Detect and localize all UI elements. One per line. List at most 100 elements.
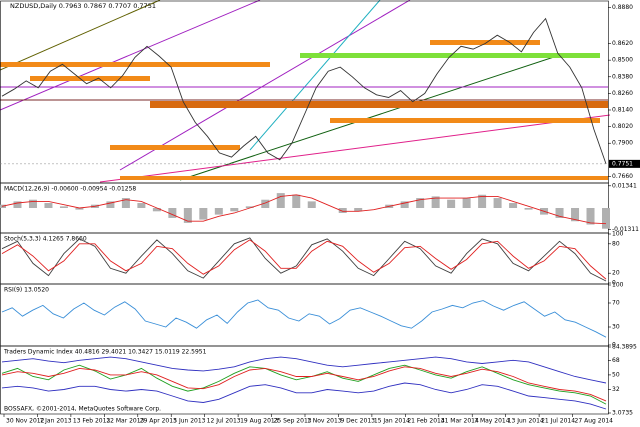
x-tick-label: 9 Dec 2013 [340, 418, 375, 425]
histogram-bar [261, 199, 270, 208]
histogram-bar [431, 196, 440, 208]
series-line [1, 194, 607, 225]
histogram-bar [447, 199, 456, 208]
x-tick-label: 15 Jan 2014 [374, 418, 410, 425]
y-tick-label: 0.8140 [612, 107, 633, 114]
histogram-bar [13, 201, 22, 208]
y-tick-label: 0.7660 [612, 173, 633, 180]
series-line [1, 239, 607, 280]
zone [150, 101, 608, 108]
x-tick-label: 5 Jun 2013 [173, 418, 205, 425]
histogram-bar [478, 194, 487, 208]
series-line [1, 364, 607, 405]
trend-line [179, 54, 561, 181]
y-tick-label: 0.7900 [612, 140, 633, 147]
x-tick-label: 1 Nov 2013 [307, 418, 342, 425]
histogram-bar [106, 201, 115, 208]
panel-title: MACD(12,26,9) -0.00600 -0.00954 -0.01258 [4, 186, 136, 193]
series-line [1, 237, 607, 282]
x-tick-label: 30 Nov 2012 [6, 418, 45, 425]
y-tick-label: 30 [612, 324, 620, 331]
y-tick-label: -0.01311 [612, 226, 639, 233]
x-tick-label: 29 Apr 2013 [140, 418, 177, 425]
y-tick-label: 0 [612, 280, 616, 287]
trend-line [0, 0, 161, 71]
histogram-bar [199, 208, 208, 220]
y-tick-label: 0.01341 [612, 182, 637, 189]
panel-title: Stoch(5,3,3) 4.1265 7.8660 [4, 236, 87, 243]
series-line [1, 299, 607, 338]
x-tick-label: 25 Sep 2013 [274, 418, 312, 425]
histogram-bar [168, 208, 177, 218]
zone [30, 76, 150, 81]
zone [120, 176, 608, 180]
series-line [1, 366, 607, 402]
y-tick-label: 0.8260 [612, 90, 633, 97]
histogram-bar [602, 208, 610, 229]
x-tick-label: 19 Aug 2013 [240, 418, 279, 425]
y-tick-label: 0 [612, 342, 616, 349]
histogram-bar [586, 208, 595, 225]
y-tick-label: 0.8620 [612, 40, 633, 47]
annotations [0, 0, 611, 183]
y-tick-label: 50 [612, 371, 620, 378]
last-price-box [609, 159, 640, 168]
zone [430, 40, 540, 45]
histogram-bar [245, 206, 254, 208]
y-tick-label: 70 [612, 300, 620, 307]
histogram-bar [416, 198, 425, 208]
histogram-bar [338, 208, 347, 213]
histogram-bar [152, 208, 161, 212]
trend-line [0, 0, 261, 111]
x-tick-label: 22 Mar 2013 [106, 418, 144, 425]
footer: BOSSAFX, ©2001-2014, MetaQuotes Software… [4, 406, 161, 413]
y-tick-label: 68 [612, 357, 620, 364]
zone [300, 53, 600, 58]
histogram-bar [400, 201, 409, 208]
histogram-bar [276, 193, 285, 208]
histogram-bar [292, 194, 301, 208]
chart-header: NZDUSD,Daily 0.7963 0.7867 0.7707 0.7751 [10, 2, 156, 10]
x-tick-label: 21 Feb 2014 [407, 418, 445, 425]
histogram-bar [354, 208, 363, 212]
y-tick-label: 3.0735 [612, 410, 633, 417]
y-tick-label: 0.8500 [612, 57, 633, 64]
zones [0, 40, 608, 180]
y-tick-label: 32 [612, 386, 620, 393]
x-tick-label: 31 Mar 2014 [441, 418, 479, 425]
panel-frame [0, 345, 609, 415]
x-tick-label: 21 Jul 2014 [541, 418, 575, 425]
y-tick-label: 0.8380 [612, 73, 633, 80]
histogram-bar [121, 198, 130, 208]
y-tick-label: 80 [612, 240, 620, 247]
y-tick-label: 20 [612, 270, 620, 277]
x-tick-label: 27 Aug 2014 [575, 418, 614, 425]
series-line [1, 17, 607, 165]
histogram-bar [75, 208, 84, 210]
panel-title: RSI(9) 13.0520 [4, 287, 49, 294]
trend-line [249, 0, 381, 151]
histogram-bar [307, 201, 316, 208]
x-tick-label: 7 May 2014 [474, 418, 509, 425]
x-tick-label: 13 Feb 2013 [73, 418, 111, 425]
histogram-bar [44, 203, 53, 208]
zone [330, 118, 600, 123]
histogram-bar [59, 206, 68, 208]
y-tick-label: 100 [612, 282, 624, 289]
x-tick-label: 12 Jul 2013 [207, 418, 241, 425]
histogram-bar [462, 198, 471, 208]
trend-line [99, 114, 611, 183]
histogram-bar [230, 208, 239, 212]
histogram-bar [509, 203, 518, 208]
trend-line [119, 0, 411, 171]
histogram-bar [524, 208, 533, 210]
x-tick-label: 13 Jun 2014 [508, 418, 544, 425]
zone [110, 145, 240, 150]
x-tick-label: 7 Jan 2013 [39, 418, 71, 425]
y-tick-label: 84.3895 [612, 344, 637, 351]
histogram-bar [137, 203, 146, 208]
histogram-bar [214, 208, 223, 215]
zone [0, 62, 270, 67]
